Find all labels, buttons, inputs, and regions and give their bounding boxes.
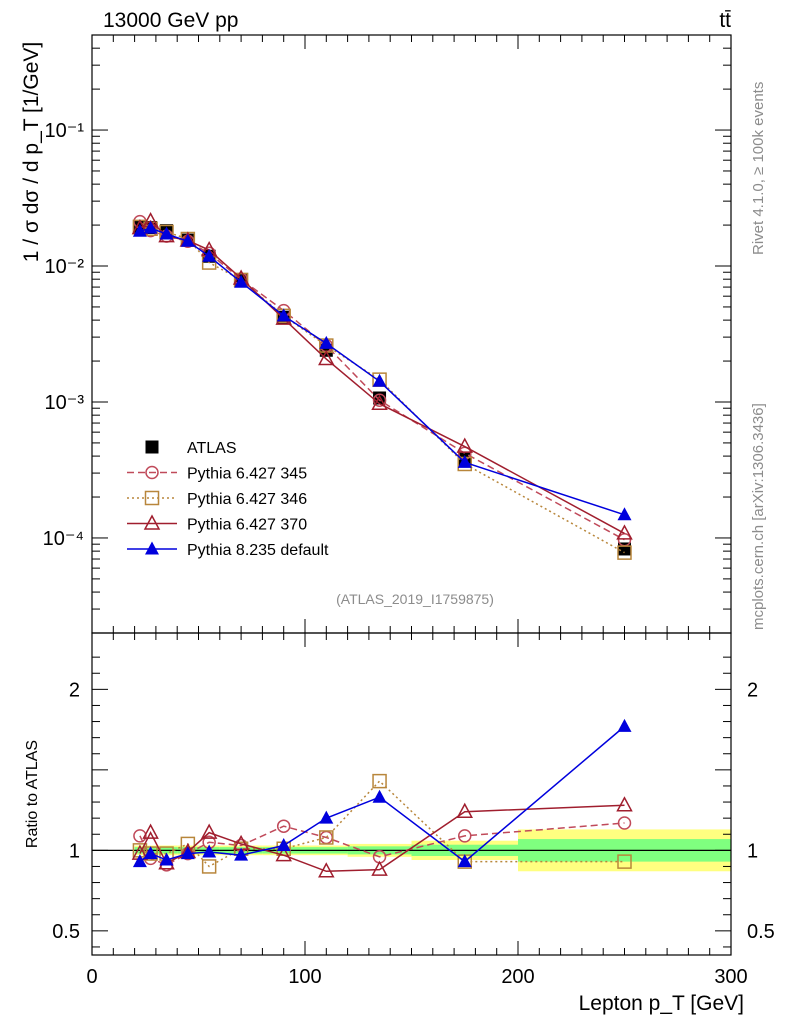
ratio-point-3-6 [276,838,291,852]
ratio-point-0-9 [458,829,472,843]
ratio-y-axis-title: Ratio to ATLAS [24,740,41,848]
ratio-y-tick-label-left-0: 0.5 [52,921,80,943]
ratio-point-3-2 [159,852,174,866]
legend-item-3: Pythia 6.427 370 [127,514,307,534]
main-point-3-9 [456,437,474,453]
ratio-point-3-4 [202,844,217,858]
x-tick-label-2: 200 [501,966,534,988]
process-label: tt̄ [719,9,731,32]
ratio-point-3-5 [234,847,249,861]
main-point-4-3 [180,233,195,247]
ratio-point-3-3 [180,846,195,860]
main-point-4-9 [457,454,472,468]
legend-label-1: Pythia 6.427 345 [187,466,307,483]
main-point-0-8 [373,391,387,405]
main-point-4-7 [319,335,334,349]
ratio-point-2-10 [616,796,633,812]
main-y-tick-label-0: 10⁻¹ [45,120,85,142]
legend-marker-3 [143,514,161,530]
legend-marker-4 [145,541,159,555]
legend-label-4: Pythia 8.235 default [187,542,329,559]
ratio-point-1-10 [617,854,632,869]
legend-label-2: Pythia 6.427 346 [187,491,307,508]
ratio-series-3 [132,718,632,868]
ratio-y-tick-label-left-1: 1 [69,840,80,862]
ratio-line-2 [139,804,625,873]
ratio-y-tick-label-left-2: 2 [69,679,80,701]
ratio-point-2-4 [200,823,218,839]
rivet-version-label: Rivet 4.1.0, ≥ 100k events [750,82,767,255]
main-y-tick-label-1: 10⁻² [45,256,85,278]
ratio-point-3-9 [457,854,472,868]
main-point-4-6 [276,308,291,322]
ratio-point-0-10 [617,816,632,830]
main-series-2 [132,219,632,560]
main-point-4-5 [234,274,249,288]
legend-label-0: ATLAS [187,440,237,457]
main-point-4-0 [132,223,147,237]
main-point-1-8 [372,393,387,407]
legend-item-1: Pythia 6.427 345 [127,466,307,483]
x-tick-label-0: 0 [86,966,97,988]
ratio-point-1-8 [372,773,387,789]
ratio-y-tick-label-right-1: 1 [747,840,758,862]
ratio-panel-frame [91,632,732,956]
main-point-4-4 [202,248,217,262]
x-axis-title: Lepton p_T [GeV] [579,992,744,1015]
ratio-point-3-1 [143,846,158,860]
mcplots-label: mcplots.cern.ch [arXiv:1306.3436] [750,403,767,630]
energy-label: 13000 GeV pp [103,9,238,32]
main-y-axis-title: 1 / σ dσ / d p_T [1/GeV] [20,42,43,262]
main-point-4-8 [372,373,387,387]
ratio-point-2-9 [456,802,474,818]
ratio-point-2-7 [318,862,335,878]
legend-item-4: Pythia 8.235 default [127,541,329,559]
legend-marker-1 [145,465,159,480]
ratio-point-0-0 [133,829,147,843]
legend-item-2: Pythia 6.427 346 [127,490,307,508]
main-point-4-2 [159,226,174,240]
ratio-point-3-10 [617,718,632,732]
ratio-point-3-0 [132,854,147,868]
legend-item-0: ATLAS [145,440,237,457]
main-point-3-10 [616,524,633,540]
x-tick-label-1: 100 [288,966,321,988]
main-y-tick-label-3: 10⁻⁴ [43,528,84,550]
ratio-point-2-8 [371,860,388,876]
main-y-tick-label-2: 10⁻³ [45,392,85,414]
main-point-2-10 [617,545,632,560]
ratio-point-2-6 [275,846,292,862]
main-point-3-8 [371,394,388,411]
main-point-4-1 [143,220,158,234]
legend-marker-0 [145,440,159,454]
ratio-point-2-1 [142,823,159,839]
main-line-3 [139,220,625,535]
legend-label-3: Pythia 6.427 370 [187,517,307,534]
analysis-watermark: (ATLAS_2019_I1759875) [336,591,494,607]
main-series-4 [132,220,632,521]
ratio-y-tick-label-right-2: 2 [747,679,758,701]
ratio-y-tick-label-right-0: 0.5 [747,921,775,943]
ratio-point-3-7 [319,810,334,824]
ratio-point-3-8 [372,789,387,803]
ratio-point-1-7 [319,830,334,845]
ratio-point-0-6 [276,819,291,833]
main-point-3-7 [318,349,335,366]
ratio-point-1-4 [201,859,217,874]
main-point-4-10 [617,507,632,521]
x-tick-label-3: 300 [714,966,747,988]
legend-marker-2 [144,490,160,506]
